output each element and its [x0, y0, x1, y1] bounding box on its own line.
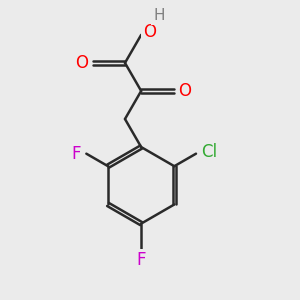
Text: Cl: Cl [201, 143, 217, 161]
Text: F: F [71, 145, 81, 163]
Text: F: F [136, 251, 146, 269]
Text: O: O [75, 54, 88, 72]
Text: O: O [178, 82, 191, 100]
Text: H: H [153, 8, 165, 23]
Text: O: O [143, 23, 156, 41]
